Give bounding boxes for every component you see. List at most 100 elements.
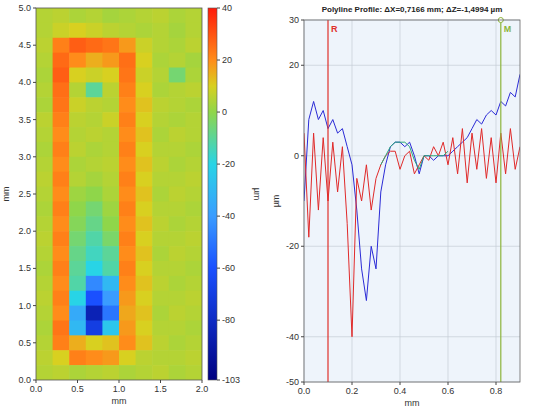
heat-cell — [119, 53, 136, 68]
x-grid-line — [400, 20, 401, 382]
heat-cell — [119, 306, 136, 321]
heat-cell — [152, 276, 169, 291]
y-tick — [33, 45, 36, 46]
y-grid-line — [304, 65, 520, 66]
y-tick — [33, 194, 36, 195]
colorbar-tick-label: 0 — [222, 107, 227, 117]
heat-cell — [119, 231, 136, 246]
x-tick-label: 0.4 — [394, 386, 407, 396]
heat-cell — [69, 23, 86, 38]
heat-cell — [69, 53, 86, 68]
heat-cell — [119, 201, 136, 216]
heat-cell — [136, 276, 153, 291]
heat-cell — [185, 201, 202, 216]
heat-cell — [185, 320, 202, 335]
heat-cell — [185, 172, 202, 187]
heat-cell — [185, 82, 202, 97]
chart-root: 0.00.51.01.52.00.00.51.01.52.02.53.03.54… — [0, 0, 534, 414]
plot-frame — [36, 8, 202, 380]
heat-cell — [36, 216, 53, 231]
heat-cell — [53, 8, 70, 23]
heat-cell — [53, 127, 70, 142]
colorbar-tick — [217, 216, 220, 217]
x-tick — [496, 382, 497, 385]
heat-cell — [86, 335, 103, 350]
y-tick-label: -40 — [286, 332, 299, 342]
heat-cell — [69, 38, 86, 53]
profile-line — [304, 129, 520, 337]
y-tick-label: 30 — [289, 15, 299, 25]
heat-cell — [136, 306, 153, 321]
heat-cell — [169, 112, 186, 127]
heat-cell — [53, 187, 70, 202]
heat-cell — [69, 8, 86, 23]
x-tick-label: 0.0 — [30, 384, 43, 394]
x-grid-line — [496, 20, 497, 382]
heat-cell — [185, 291, 202, 306]
heat-cell — [86, 8, 103, 23]
heat-cell — [136, 127, 153, 142]
heat-cell — [53, 112, 70, 127]
y-tick-label: 1.5 — [18, 263, 31, 273]
heat-cell — [69, 157, 86, 172]
x-tick — [352, 382, 353, 385]
x-tick — [160, 380, 161, 383]
y-tick — [33, 231, 36, 232]
heat-cell — [136, 53, 153, 68]
heat-cell — [169, 8, 186, 23]
heat-cell — [185, 97, 202, 112]
heat-cell — [69, 82, 86, 97]
x-tick-label: 0.8 — [490, 386, 503, 396]
heat-cell — [102, 320, 119, 335]
x-tick-label: 1.5 — [154, 384, 167, 394]
heat-cell — [36, 68, 53, 83]
heat-cell — [86, 53, 103, 68]
heat-cell — [169, 127, 186, 142]
heat-cell — [53, 261, 70, 276]
colorbar-tick — [217, 60, 220, 61]
heat-cell — [102, 246, 119, 261]
heat-cell — [136, 157, 153, 172]
heat-cell — [185, 261, 202, 276]
heat-cell — [36, 201, 53, 216]
heat-cell — [136, 112, 153, 127]
y-tick-label: 2.0 — [18, 226, 31, 236]
heat-cell — [185, 68, 202, 83]
heat-cell — [69, 201, 86, 216]
heat-cell — [86, 68, 103, 83]
x-axis-title: mm — [112, 396, 127, 406]
heat-cell — [69, 261, 86, 276]
heat-cell — [152, 231, 169, 246]
heatmap-cells — [36, 8, 202, 380]
heat-cell — [119, 157, 136, 172]
heat-cell — [152, 97, 169, 112]
colorbar-tick — [217, 8, 220, 9]
heat-cell — [136, 38, 153, 53]
heat-cell — [185, 365, 202, 380]
heat-cell — [102, 172, 119, 187]
colorbar-tick-label: 40 — [222, 3, 232, 13]
heat-cell — [36, 38, 53, 53]
y-tick-label: -50 — [286, 377, 299, 387]
heat-cell — [36, 246, 53, 261]
heat-cell — [86, 112, 103, 127]
heat-cell — [53, 306, 70, 321]
heat-cell — [36, 276, 53, 291]
heat-cell — [185, 187, 202, 202]
marker-line — [500, 20, 501, 382]
heat-cell — [119, 320, 136, 335]
colorbar-tick-label: -60 — [222, 263, 235, 273]
colorbar-tick-label: -40 — [222, 211, 235, 221]
heat-cell — [169, 187, 186, 202]
heat-cell — [119, 68, 136, 83]
heat-cell — [169, 335, 186, 350]
heat-cell — [185, 246, 202, 261]
heat-cell — [86, 187, 103, 202]
colorbar — [208, 8, 217, 380]
heat-cell — [69, 112, 86, 127]
y-grid-line — [304, 246, 520, 247]
x-tick — [77, 380, 78, 383]
heat-cell — [69, 127, 86, 142]
heat-cell — [119, 365, 136, 380]
heat-cell — [169, 157, 186, 172]
